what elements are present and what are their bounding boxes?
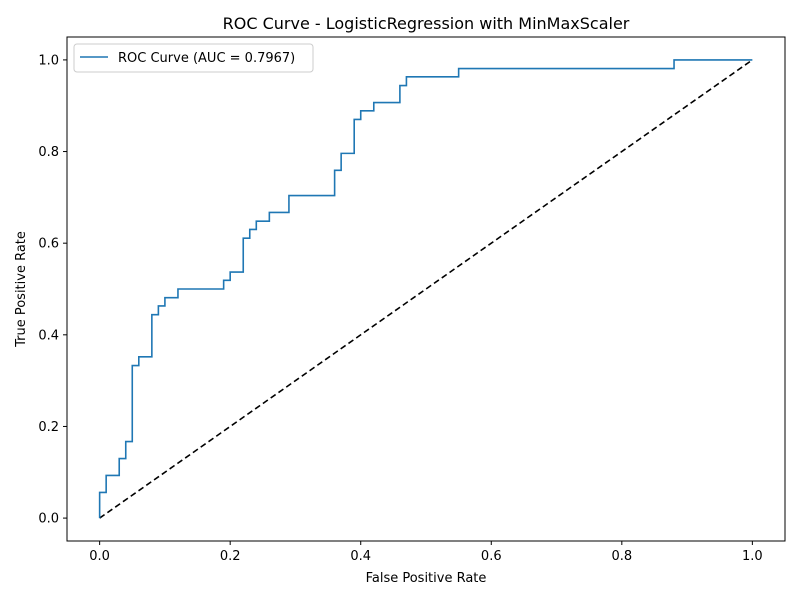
x-axis: 0.0 0.2 0.4 0.6 0.8 1.0 <box>89 541 763 564</box>
legend-label-roc: ROC Curve (AUC = 0.7967) <box>118 51 295 66</box>
legend: ROC Curve (AUC = 0.7967) <box>73 43 314 73</box>
plot-frame <box>66 36 786 542</box>
x-tick-label: 0.4 <box>350 549 371 564</box>
roc-curve-line <box>98 59 753 519</box>
x-tick-label: 0.2 <box>220 549 241 564</box>
y-tick-label: 0.2 <box>38 420 59 435</box>
y-tick-label: 1.0 <box>38 53 59 68</box>
y-tick-label: 0.4 <box>38 328 59 343</box>
x-tick-label: 0.6 <box>481 549 502 564</box>
y-tick-label: 0.8 <box>38 145 59 160</box>
x-tick-label: 0.8 <box>611 549 632 564</box>
chart-title: ROC Curve - LogisticRegression with MinM… <box>223 14 630 33</box>
x-axis-title: False Positive Rate <box>366 571 487 586</box>
y-tick-label: 0.0 <box>38 512 59 527</box>
plot-area <box>98 59 753 519</box>
x-tick-label: 0.0 <box>89 549 110 564</box>
legend-box <box>73 43 314 73</box>
x-tick-label: 1.0 <box>742 549 763 564</box>
y-tick-label: 0.6 <box>38 237 59 252</box>
y-axis: 0.0 0.2 0.4 0.6 0.8 1.0 <box>38 53 67 527</box>
y-axis-title: True Positive Rate <box>14 231 29 348</box>
